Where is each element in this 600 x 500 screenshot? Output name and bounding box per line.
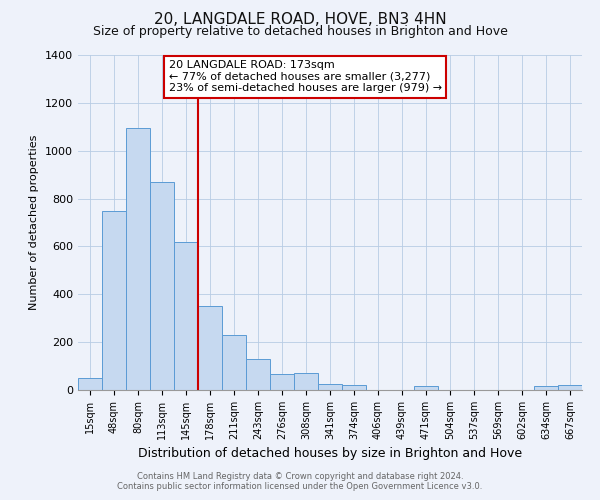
- Bar: [342, 385, 366, 390]
- Bar: [558, 385, 582, 390]
- Bar: [534, 386, 558, 390]
- Bar: [78, 378, 102, 390]
- Bar: [102, 210, 126, 390]
- Bar: [174, 242, 198, 390]
- Bar: [318, 384, 342, 390]
- Text: Contains public sector information licensed under the Open Government Licence v3: Contains public sector information licen…: [118, 482, 482, 491]
- Bar: [246, 359, 270, 390]
- Bar: [270, 374, 294, 390]
- Y-axis label: Number of detached properties: Number of detached properties: [29, 135, 40, 310]
- Text: Size of property relative to detached houses in Brighton and Hove: Size of property relative to detached ho…: [92, 25, 508, 38]
- Text: 20, LANGDALE ROAD, HOVE, BN3 4HN: 20, LANGDALE ROAD, HOVE, BN3 4HN: [154, 12, 446, 28]
- Bar: [126, 128, 150, 390]
- Bar: [294, 373, 318, 390]
- Bar: [198, 306, 222, 390]
- Text: Contains HM Land Registry data © Crown copyright and database right 2024.: Contains HM Land Registry data © Crown c…: [137, 472, 463, 481]
- Bar: [222, 335, 246, 390]
- Bar: [150, 182, 174, 390]
- Bar: [414, 386, 438, 390]
- Text: 20 LANGDALE ROAD: 173sqm
← 77% of detached houses are smaller (3,277)
23% of sem: 20 LANGDALE ROAD: 173sqm ← 77% of detach…: [169, 60, 442, 93]
- X-axis label: Distribution of detached houses by size in Brighton and Hove: Distribution of detached houses by size …: [138, 448, 522, 460]
